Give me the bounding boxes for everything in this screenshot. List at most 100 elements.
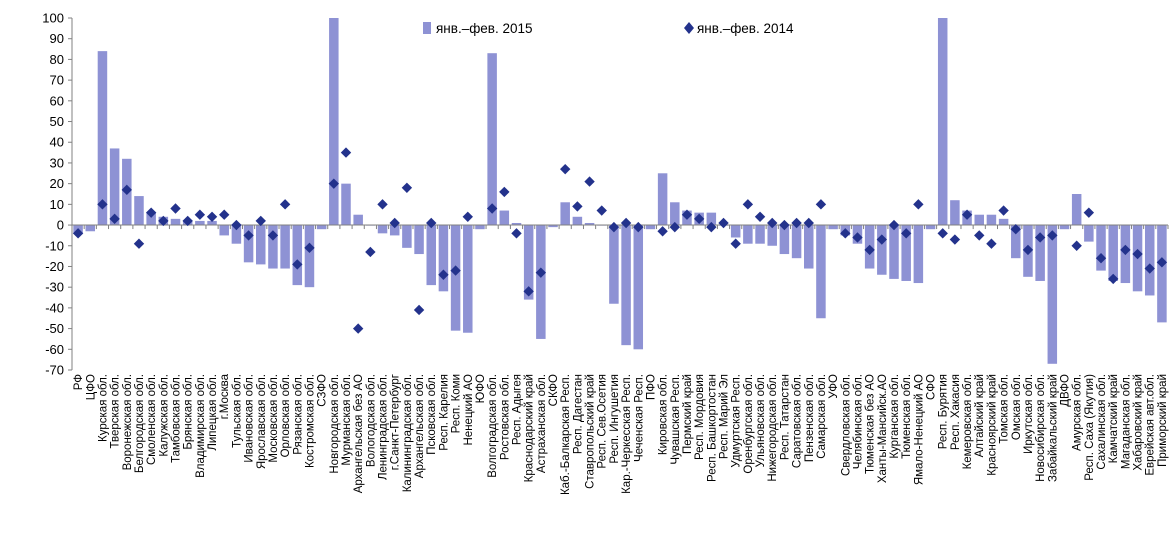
marker-2014 <box>255 215 266 227</box>
bar-2015 <box>706 212 717 226</box>
marker-2014 <box>1047 230 1058 241</box>
bar-2015 <box>1144 225 1155 296</box>
marker-2014 <box>742 199 754 210</box>
marker-2014 <box>121 184 132 196</box>
x-tick-label: ЦФО <box>85 374 97 400</box>
x-tick-label: СКФО <box>548 374 560 406</box>
marker-2014 <box>523 286 534 297</box>
bar-2015 <box>730 225 741 238</box>
marker-2014 <box>182 215 193 227</box>
bar-2015 <box>950 200 960 226</box>
bar-2015 <box>280 225 290 269</box>
x-tick-label: Магаданская обл. <box>1120 374 1132 469</box>
bar-2015 <box>450 225 461 331</box>
marker-2014 <box>267 230 279 241</box>
x-tick-label: Кар.-Черкесская Респ. <box>621 374 633 494</box>
bar-2015 <box>560 202 570 226</box>
bar-2015 <box>937 18 948 226</box>
bar-2015 <box>974 214 984 226</box>
marker-2014 <box>1132 248 1143 260</box>
x-tick-label: Ленинградская обл. <box>378 374 390 480</box>
marker-2014 <box>511 228 522 239</box>
x-tick-label: СЗФО <box>317 374 329 407</box>
legend-swatch-2015 <box>423 22 431 34</box>
x-tick-label: Вологодская обл. <box>365 374 377 467</box>
marker-2014 <box>377 199 388 210</box>
marker-2014 <box>1120 244 1131 256</box>
bar-2015 <box>463 225 473 333</box>
y-tick-label: -60 <box>45 342 64 357</box>
bar-2015 <box>877 225 887 275</box>
bar-2015 <box>219 225 229 236</box>
marker-2014 <box>913 199 924 210</box>
bar-2015 <box>657 173 668 226</box>
x-tick-label: Белгородская обл. <box>134 374 146 473</box>
y-tick-label: -10 <box>45 238 64 253</box>
bars-layer <box>73 18 1167 364</box>
bar-2015 <box>645 225 656 230</box>
bar-2015 <box>389 225 400 236</box>
x-tick-label: Респ. Хакасия <box>950 374 962 450</box>
marker-2014 <box>1034 232 1046 243</box>
marker-2014 <box>243 230 254 241</box>
x-tick-label: Респ. Адыгея <box>511 374 523 445</box>
y-tick-label: 30 <box>50 155 64 170</box>
legend-swatch-2014 <box>684 22 694 34</box>
x-tick-label: Камчатский край <box>1108 374 1120 463</box>
marker-2014 <box>194 209 206 220</box>
x-tick-label: Респ. Башкортостан <box>706 374 718 482</box>
x-tick-label: Пермский край <box>682 374 694 454</box>
bar-2015 <box>913 225 924 284</box>
x-tick-label: Курская обл. <box>97 374 109 442</box>
marker-2014 <box>1022 244 1034 256</box>
bar-2015 <box>146 212 156 226</box>
bar-2015 <box>1035 225 1045 281</box>
bar-2015 <box>414 225 424 255</box>
marker-2014 <box>584 176 595 187</box>
marker-2014 <box>1108 273 1119 285</box>
x-tick-label: Ямало-Ненецкий АО <box>913 374 925 485</box>
marker-2014 <box>1095 252 1107 264</box>
x-tick-label: Респ. Ингушетия <box>609 374 621 464</box>
x-tick-label: Тверская обл. <box>110 374 122 449</box>
bar-2015 <box>170 218 181 226</box>
x-tick-label: Респ. Саха (Якутия) <box>1084 374 1096 481</box>
marker-2014 <box>109 213 120 225</box>
marker-2014 <box>693 213 705 225</box>
bar-2015 <box>207 220 217 226</box>
marker-2014 <box>657 226 668 237</box>
bar-2015 <box>329 18 339 226</box>
bar-2015 <box>609 225 619 304</box>
bar-2015 <box>85 225 96 232</box>
x-tick-label: Респ. Марий Эл <box>719 374 731 459</box>
marker-2014 <box>462 211 473 222</box>
x-tick-label: Ханты-Мансийск.АО <box>877 374 889 483</box>
x-tick-label: Тамбовская обл. <box>171 374 183 463</box>
bar-2015 <box>804 225 814 269</box>
marker-2014 <box>292 259 303 270</box>
bar-2015 <box>584 222 595 226</box>
x-tick-label: Сахалинская обл. <box>1096 374 1108 470</box>
marker-2014 <box>754 211 766 222</box>
bar-2015 <box>304 225 315 288</box>
marker-2014 <box>779 219 790 231</box>
x-tick-label: Архангельская обл. <box>414 374 426 478</box>
x-tick-label: Еврейская авт.обл. <box>1145 374 1157 476</box>
bar-2015 <box>341 183 351 226</box>
marker-2014 <box>72 228 84 239</box>
x-tick-label: Курганская обл. <box>889 374 901 459</box>
x-tick-label: Хабаровский край <box>1133 374 1145 471</box>
x-tick-label: Респ. Сев.Осетия <box>597 374 609 469</box>
marker-2014 <box>706 221 717 233</box>
bar-2015 <box>438 225 449 292</box>
marker-2014 <box>596 205 607 216</box>
y-tick-label: 10 <box>50 197 64 212</box>
marker-2014 <box>791 217 802 229</box>
marker-2014 <box>133 238 145 249</box>
marker-2014 <box>998 205 1009 216</box>
x-tick-label: ДВФО <box>1059 374 1071 407</box>
bar-2015 <box>779 225 790 255</box>
bar-2015 <box>1108 225 1118 281</box>
bar-2015 <box>402 225 412 248</box>
